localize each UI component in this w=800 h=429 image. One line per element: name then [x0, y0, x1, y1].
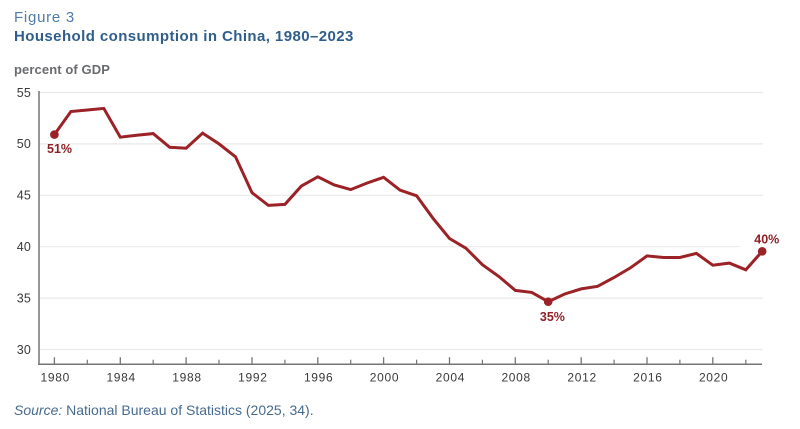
svg-text:2012: 2012: [567, 371, 597, 385]
svg-text:1984: 1984: [106, 371, 136, 385]
svg-text:30: 30: [17, 343, 31, 357]
svg-text:50: 50: [17, 137, 31, 151]
svg-text:40: 40: [17, 240, 31, 254]
svg-text:2008: 2008: [501, 371, 531, 385]
svg-text:45: 45: [17, 189, 31, 203]
svg-text:2020: 2020: [699, 371, 729, 385]
svg-text:51%: 51%: [47, 142, 72, 156]
svg-text:40%: 40%: [754, 232, 779, 246]
svg-text:1980: 1980: [41, 371, 71, 385]
svg-text:2004: 2004: [436, 371, 466, 385]
svg-text:1996: 1996: [304, 371, 334, 385]
svg-text:55: 55: [17, 86, 31, 100]
svg-text:1992: 1992: [238, 371, 268, 385]
svg-text:35: 35: [17, 291, 31, 305]
svg-text:1988: 1988: [172, 371, 202, 385]
svg-text:2016: 2016: [633, 371, 663, 385]
svg-text:35%: 35%: [540, 310, 565, 324]
svg-text:2000: 2000: [370, 371, 400, 385]
